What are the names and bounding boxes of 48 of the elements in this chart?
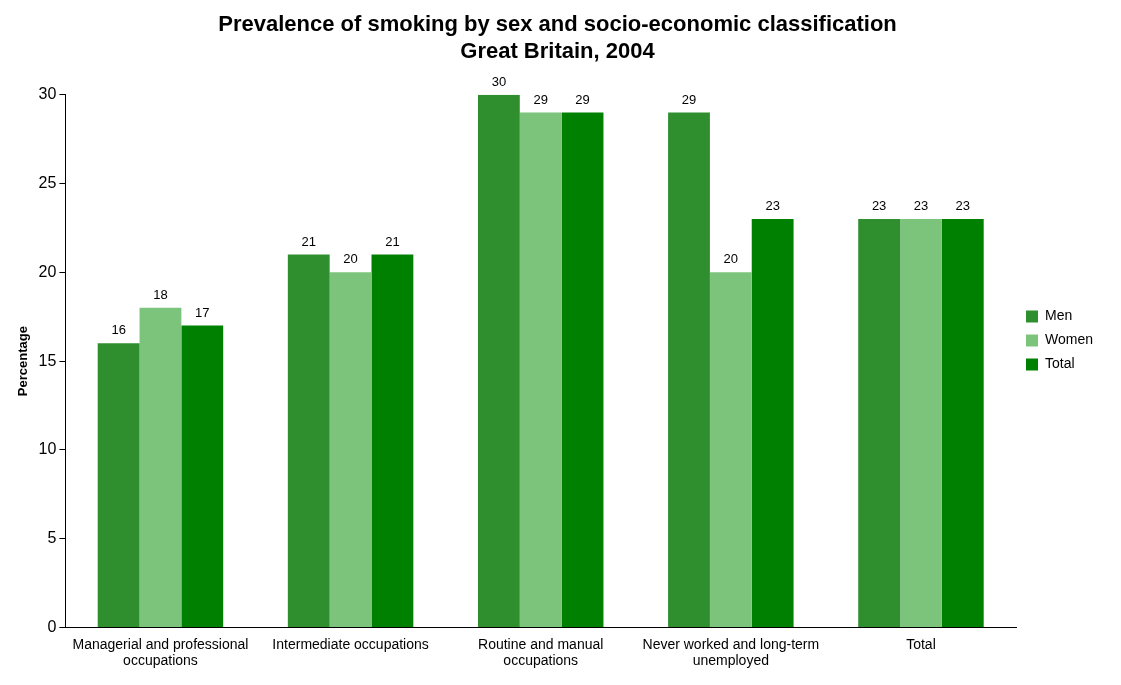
y-tick-label: 30 [38,85,57,103]
bar [858,219,901,627]
x-tick-label: Never worked and long-term unemployed [642,635,820,669]
bar [941,219,984,627]
data-label: 29 [533,91,548,107]
bar [477,94,520,627]
data-label: 16 [111,322,126,338]
text: Great Britain, 2004 [460,37,655,63]
data-label: 21 [301,233,316,249]
data-label: 30 [491,73,507,89]
data-label: 20 [723,251,739,267]
x-tick-label: Routine and manual occupations [478,635,604,669]
text: Prevalence of smoking by sex and socio-economic classification [218,11,897,37]
bar [561,112,604,627]
y-axis-title: Percentage [15,326,31,397]
data-label: 17 [195,304,210,320]
data-label: 23 [955,198,971,214]
bar [287,254,330,627]
data-label: 23 [765,198,780,214]
y-tick-label: 15 [38,351,57,369]
data-label: 23 [871,198,887,214]
y-tick-label: 0 [47,617,57,635]
bar [97,343,140,627]
x-tick-label: Total [906,635,936,652]
data-label: 18 [153,286,168,302]
bar [519,112,562,627]
bar [371,254,414,627]
legend-label: Men [1045,307,1073,324]
bar [709,272,752,627]
bar [181,325,224,627]
data-label: 21 [385,233,400,249]
bar [751,219,794,627]
y-tick-label: 25 [38,173,57,191]
data-label: 20 [343,251,358,267]
legend-label: Women [1045,331,1093,348]
bar [329,272,372,627]
x-tick-label: Managerial and professional occupations [72,635,249,669]
bar [668,112,710,627]
data-label: 29 [681,91,697,107]
data-label: 23 [913,198,929,214]
bar [900,219,942,627]
data-label: 29 [575,91,590,107]
y-tick-label: 5 [47,529,57,547]
y-tick-label: 20 [38,262,57,280]
legend-label: Total [1045,355,1075,372]
y-tick-label: 10 [38,440,57,458]
x-tick-label: Intermediate occupations [272,635,429,652]
bar [139,307,182,627]
